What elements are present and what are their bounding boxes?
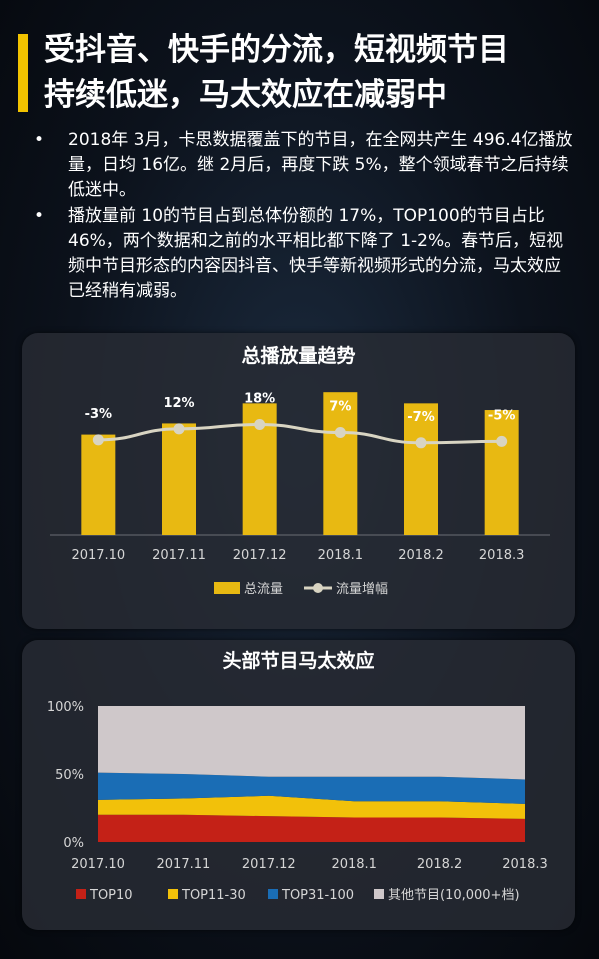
x-tick-label-3: 2018.1: [318, 548, 364, 563]
area-series-3: [98, 706, 525, 780]
x-tick-label-1: 2017.11: [157, 857, 211, 872]
x-tick-label-2: 2017.12: [242, 857, 296, 872]
legend-label-growth: 流量增幅: [336, 582, 388, 597]
growth-series-line: [98, 422, 502, 445]
traffic-trend-chart: -3% 12% 18% 7% -7% -5% 2017.10 2017.11 2017.12 20…: [50, 391, 550, 597]
legend-swatch-1: [168, 889, 178, 899]
legend-swatch-2: [268, 889, 278, 899]
growth-point-0: [92, 434, 104, 446]
bar-total-traffic-3: [323, 392, 358, 535]
matthew-chart-title: 头部节目马太效应: [222, 650, 375, 672]
growth-point-1: [173, 423, 185, 435]
matthew-effect-chart: 0% 50% 100% 2017.10 2017.11 2017.12 2018.1 2018…: [47, 700, 548, 903]
x-tick-label-1: 2017.11: [152, 548, 206, 563]
legend-label-0: TOP10: [89, 888, 133, 903]
growth-point-5: [496, 435, 508, 447]
x-tick-label-0: 2017.10: [71, 548, 125, 563]
bar-total-traffic-4: [404, 403, 438, 535]
title-line-2: 持续低迷，马太效应在减弱中: [44, 77, 447, 113]
x-tick-label-5: 2018.3: [479, 548, 525, 563]
bar-total-traffic-1: [162, 423, 196, 535]
area-series-2: [98, 772, 525, 804]
x-tick-label-0: 2017.10: [71, 857, 125, 872]
legend-swatch-0: [76, 889, 86, 899]
bullet-item: 播放量前 10的节目占到总体份额的 17%，TOP100的节目占比 46%，两个…: [34, 204, 574, 304]
legend-label-3: 其他节目(10,000+档): [388, 888, 520, 903]
area-series-1: [98, 795, 525, 819]
legend-label-total-traffic: 总流量: [244, 582, 283, 597]
matthew-effect-panel: 头部节目马太效应 0% 50% 100% 2017.10 2017.11 2017.12 2…: [22, 640, 575, 930]
growth-data-label-3: 7%: [329, 400, 351, 415]
bar-total-traffic-5: [484, 410, 519, 535]
growth-data-label-0: -3%: [85, 407, 112, 422]
growth-data-label-1: 12%: [163, 396, 194, 411]
y-tick-label-0: 0%: [63, 836, 84, 851]
growth-data-label-5: -5%: [488, 408, 515, 423]
legend-label-1: TOP11-30: [181, 888, 246, 903]
bullet-item: 2018年 3月，卡思数据覆盖下的节目，在全网共产生 496.4亿播放量，日均 …: [34, 128, 574, 203]
page-title: 受抖音、快手的分流，短视频节目 持续低迷，马太效应在减弱中: [44, 28, 584, 118]
x-tick-label-4: 2018.2: [398, 548, 444, 563]
legend-swatch-3: [374, 889, 384, 899]
x-tick-label-2: 2017.12: [233, 548, 287, 563]
x-tick-label-3: 2018.1: [331, 857, 377, 872]
growth-data-label-2: 18%: [244, 391, 275, 406]
legend-swatch-growth-marker: [313, 583, 323, 593]
growth-point-2: [254, 418, 266, 430]
x-tick-label-4: 2018.2: [417, 857, 463, 872]
y-tick-label-50: 50%: [55, 768, 84, 783]
legend-swatch-total-traffic: [214, 582, 240, 594]
traffic-trend-panel: 总播放量趋势 -3% 12% 18% 7% -7% -5% 2017.10 2017.11 20…: [22, 333, 575, 629]
summary-bullets: 2018年 3月，卡思数据覆盖下的节目，在全网共产生 496.4亿播放量，日均 …: [34, 128, 574, 305]
growth-point-3: [334, 427, 346, 439]
growth-point-4: [415, 437, 427, 449]
growth-data-label-4: -7%: [407, 410, 434, 425]
bar-total-traffic-0: [81, 434, 116, 535]
title-accent-bar: [18, 34, 28, 112]
y-tick-label-100: 100%: [47, 700, 84, 715]
x-tick-label-5: 2018.3: [502, 857, 548, 872]
traffic-chart-title: 总播放量趋势: [241, 345, 356, 367]
title-line-1: 受抖音、快手的分流，短视频节目: [44, 32, 509, 68]
area-series-0: [98, 814, 525, 842]
legend-label-2: TOP31-100: [281, 888, 354, 903]
